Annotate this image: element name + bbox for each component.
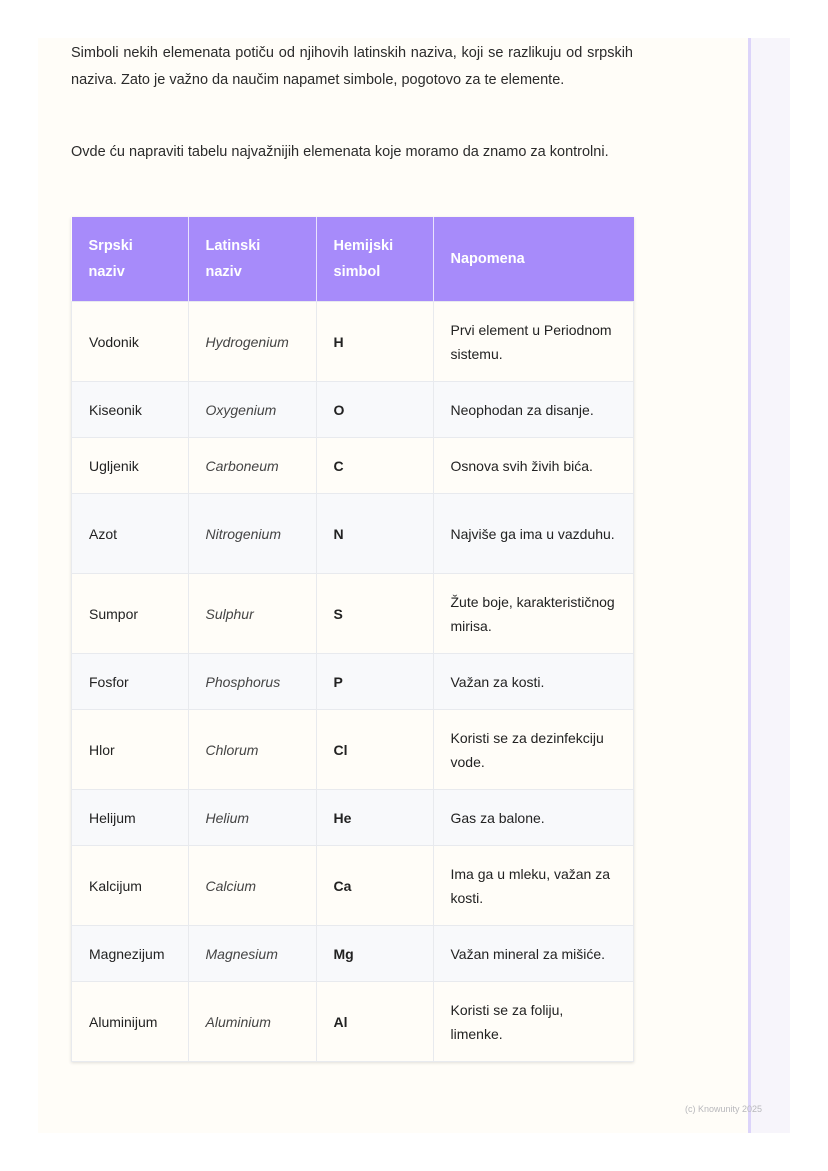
cell-latin-name: Carboneum	[187, 437, 317, 494]
cell-symbol: Ca	[315, 845, 434, 926]
cell-latin-name: Aluminium	[187, 981, 317, 1062]
table-row: Ugljenik Carboneum C Osnova svih živih bića…	[71, 437, 634, 494]
cell-note: Prvi element u Periodnom sistemu.	[432, 301, 634, 382]
cell-note: Koristi se za dezinfekciju vode.	[432, 709, 634, 790]
cell-symbol: O	[315, 381, 434, 438]
table-intro-paragraph: Ovde ću napraviti tabelu najvažnijih ele…	[71, 144, 609, 160]
cell-note: Važan mineral za mišiće.	[432, 925, 634, 982]
cell-symbol: Al	[315, 981, 434, 1062]
table-row: Hlor Chlorum Cl Koristi se za dezinfekciju …	[71, 709, 634, 790]
copyright-footer: (c) Knowunity 2025	[685, 1104, 763, 1114]
cell-note: Najviše ga ima u vazduhu.	[432, 493, 634, 574]
header-latin-name: Latinski naziv	[188, 217, 317, 302]
cell-symbol: C	[315, 437, 434, 494]
cell-latin-name: Helium	[187, 789, 317, 846]
table-row: Kiseonik Oxygenium O Neophodan za disanje.	[71, 381, 634, 438]
cell-symbol: He	[315, 789, 434, 846]
table-row: Sumpor Sulphur S Žute boje, karakteristično…	[71, 573, 634, 654]
cell-latin-name: Hydrogenium	[187, 301, 317, 382]
cell-serbian-name: Sumpor	[71, 573, 189, 654]
cell-symbol: Mg	[315, 925, 434, 982]
cell-latin-name: Nitrogenium	[187, 493, 317, 574]
table-row: Vodonik Hydrogenium H Prvi element u Period…	[71, 301, 634, 382]
cell-serbian-name: Kalcijum	[71, 845, 189, 926]
cell-serbian-name: Magnezijum	[71, 925, 189, 982]
cell-serbian-name: Vodonik	[71, 301, 189, 382]
header-note: Napomena	[433, 217, 634, 302]
table-row: Aluminijum Aluminium Al Koristi se za folij…	[71, 981, 634, 1062]
table-header-row: Srpski naziv Latinski naziv Hemijski sim…	[71, 217, 634, 302]
header-symbol: Hemijski simbol	[316, 217, 434, 302]
cell-latin-name: Oxygenium	[187, 381, 317, 438]
cell-note: Gas za balone.	[432, 789, 634, 846]
cell-symbol: H	[315, 301, 434, 382]
table-row: Helijum Helium He Gas za balone.	[71, 789, 634, 846]
cell-latin-name: Chlorum	[187, 709, 317, 790]
cell-note: Koristi se za foliju, limenke.	[432, 981, 634, 1062]
cell-latin-name: Magnesium	[187, 925, 317, 982]
table-row: Fosfor Phosphorus P Važan za kosti.	[71, 653, 634, 710]
elements-table: Srpski naziv Latinski naziv Hemijski sim…	[71, 217, 634, 1062]
cell-serbian-name: Helijum	[71, 789, 189, 846]
cell-symbol: S	[315, 573, 434, 654]
cell-note: Važan za kosti.	[432, 653, 634, 710]
cell-note: Ima ga u mleku, važan za kosti.	[432, 845, 634, 926]
cell-latin-name: Phosphorus	[187, 653, 317, 710]
cell-serbian-name: Hlor	[71, 709, 189, 790]
cell-note: Žute boje, karakterističnog mirisa.	[432, 573, 634, 654]
cell-serbian-name: Fosfor	[71, 653, 189, 710]
cell-serbian-name: Aluminijum	[71, 981, 189, 1062]
table-row: Magnezijum Magnesium Mg Važan mineral za mi…	[71, 925, 634, 982]
cell-note: Osnova svih živih bića.	[432, 437, 634, 494]
cell-note: Neophodan za disanje.	[432, 381, 634, 438]
cell-serbian-name: Ugljenik	[71, 437, 189, 494]
cell-symbol: P	[315, 653, 434, 710]
cell-latin-name: Calcium	[187, 845, 317, 926]
cell-symbol: Cl	[315, 709, 434, 790]
intro-paragraph: Simboli nekih elemenata potiču od njihov…	[71, 45, 633, 88]
table-row: Azot Nitrogenium N Najviše ga ima u vazduhu…	[71, 493, 634, 574]
cell-latin-name: Sulphur	[187, 573, 317, 654]
header-serbian-name: Srpski naziv	[71, 217, 189, 302]
table-row: Kalcijum Calcium Ca Ima ga u mleku, važan z…	[71, 845, 634, 926]
cell-serbian-name: Azot	[71, 493, 189, 574]
cell-symbol: N	[315, 493, 434, 574]
side-panel	[748, 38, 790, 1133]
cell-serbian-name: Kiseonik	[71, 381, 189, 438]
